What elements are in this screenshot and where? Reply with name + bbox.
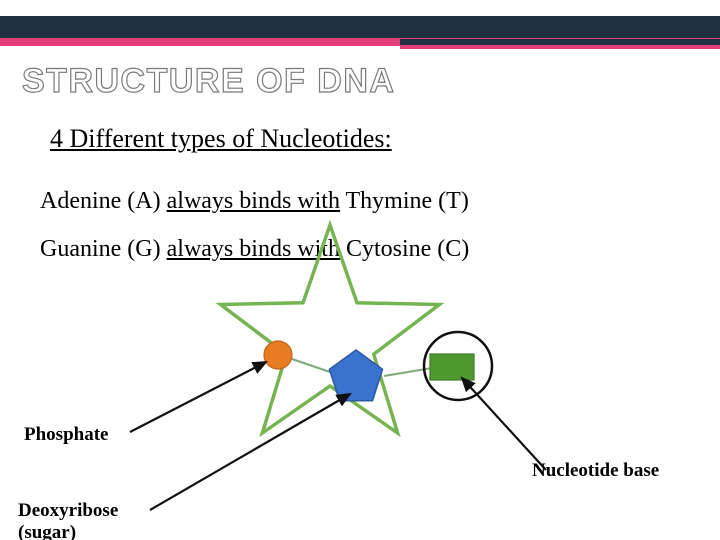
label-sugar-line1: Deoxyribose [18, 500, 118, 522]
label-base: Nucleotide base [532, 460, 659, 482]
phosphate-shape [264, 341, 292, 369]
label-sugar-line2: (sugar) [18, 522, 76, 540]
label-phosphate: Phosphate [24, 424, 108, 446]
connector-phosphate-sugar [292, 359, 330, 372]
arrow-base [462, 378, 546, 470]
nucleotide-diagram [0, 0, 720, 540]
base-rect [430, 354, 474, 380]
slide: STRUCTURE OF DNA 4 Different types of Nu… [0, 0, 720, 540]
star-outline [221, 225, 440, 433]
arrow-sugar [150, 394, 350, 510]
arrow-phosphate [130, 362, 266, 432]
